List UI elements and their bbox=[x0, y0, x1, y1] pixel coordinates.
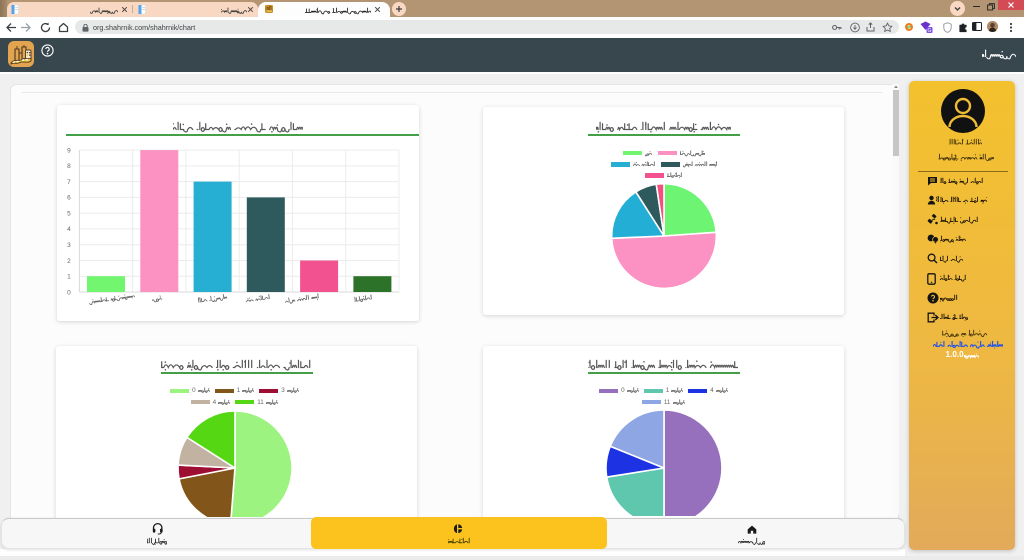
svg-text:9: 9 bbox=[67, 147, 71, 154]
svg-text:0: 0 bbox=[67, 289, 71, 296]
svg-text:G: G bbox=[928, 28, 932, 33]
svg-text:1: 1 bbox=[67, 274, 71, 281]
svg-text:3: 3 bbox=[67, 242, 71, 249]
svg-text:2: 2 bbox=[67, 258, 71, 265]
svg-text:7: 7 bbox=[67, 179, 71, 186]
svg-text:8: 8 bbox=[67, 163, 71, 170]
svg-text:5: 5 bbox=[67, 211, 71, 218]
svg-text:4: 4 bbox=[67, 226, 71, 233]
svg-text:6: 6 bbox=[67, 195, 71, 202]
svg-text:S: S bbox=[907, 25, 911, 31]
